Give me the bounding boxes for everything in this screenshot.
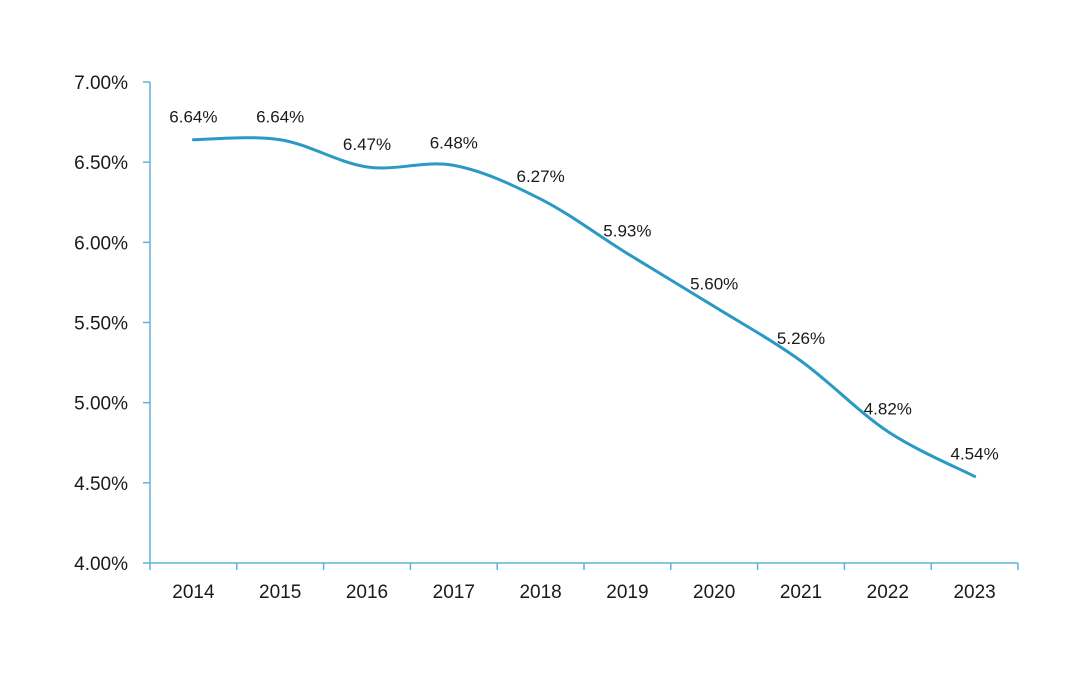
y-tick-label: 6.50% xyxy=(74,153,128,174)
x-tick-label: 2023 xyxy=(953,582,995,603)
x-tick-label: 2019 xyxy=(606,582,648,603)
data-label: 5.60% xyxy=(690,274,738,293)
x-tick-label: 2018 xyxy=(519,582,561,603)
data-label: 6.48% xyxy=(430,133,478,152)
data-label: 6.64% xyxy=(169,108,217,127)
x-tick-label: 2015 xyxy=(259,582,301,603)
y-tick-label: 5.50% xyxy=(74,314,128,335)
x-tick-label: 2017 xyxy=(433,582,475,603)
y-tick-label: 4.50% xyxy=(74,474,128,495)
data-label: 4.54% xyxy=(950,444,998,463)
series-line xyxy=(191,136,977,478)
y-axis-ticks: 4.00% 4.50% 5.00% 5.50% 6.00% 6.50% 7.00% xyxy=(74,73,150,575)
x-tick-label: 2014 xyxy=(172,582,215,603)
data-label: 6.27% xyxy=(516,167,564,186)
x-tick-label: 2021 xyxy=(780,582,822,603)
data-label: 6.64% xyxy=(256,108,304,127)
data-label: 6.47% xyxy=(343,135,391,154)
x-tick-label: 2020 xyxy=(693,582,735,603)
x-axis-ticks: 2014 2015 2016 2017 2018 2019 2020 2021 2022 2023 xyxy=(149,563,1019,603)
series-group xyxy=(191,136,977,478)
y-tick-label: 6.00% xyxy=(74,233,128,254)
x-tick-label: 2016 xyxy=(346,582,388,603)
x-tick-label: 2022 xyxy=(867,582,909,603)
data-label: 4.82% xyxy=(864,400,912,419)
y-tick-label: 4.00% xyxy=(74,554,128,575)
axes xyxy=(149,82,1018,564)
y-tick-label: 5.00% xyxy=(74,394,128,415)
y-tick-label: 7.00% xyxy=(74,73,128,94)
data-label: 5.93% xyxy=(603,222,651,241)
data-labels: 6.64% 6.64% 6.47% 6.48% 6.27% 5.93% 5.60% 5.26%… xyxy=(169,108,998,464)
data-label: 5.26% xyxy=(777,329,825,348)
